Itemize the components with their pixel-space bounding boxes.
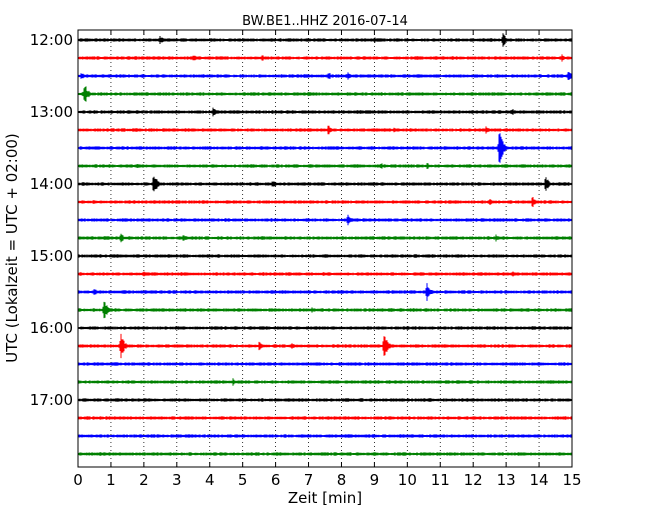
trace-line — [77, 72, 573, 80]
trace-line — [77, 33, 573, 47]
trace-line — [77, 54, 573, 62]
trace-line — [77, 233, 573, 243]
trace-line — [77, 326, 573, 330]
trace-line — [77, 301, 573, 319]
traces — [77, 33, 573, 456]
x-axis-label: Zeit [min] — [288, 489, 362, 507]
trace-line — [77, 434, 573, 438]
trace-line — [77, 197, 573, 207]
trace-line — [77, 271, 573, 277]
x-tick-label: 4 — [205, 471, 215, 489]
trace-line — [77, 362, 573, 366]
trace-line — [77, 254, 573, 258]
x-tick-label: 10 — [398, 471, 417, 489]
trace-line — [77, 416, 573, 420]
x-tick-label: 8 — [337, 471, 347, 489]
x-tick-label: 0 — [73, 471, 83, 489]
trace-line — [77, 452, 573, 456]
y-tick-label: 17:00 — [30, 391, 73, 409]
trace-line — [77, 398, 573, 402]
trace-line — [77, 107, 573, 117]
trace-line — [77, 86, 573, 102]
trace-line — [77, 176, 573, 192]
x-tick-label: 12 — [464, 471, 483, 489]
x-tick-label: 5 — [238, 471, 248, 489]
x-tick-label: 9 — [370, 471, 380, 489]
x-ticks: 0 1 2 3 4 5 6 7 8 9 10 11 12 13 14 15 — [73, 30, 582, 489]
x-tick-label: 7 — [304, 471, 314, 489]
chart-title: BW.BE1..HHZ 2016-07-14 — [242, 14, 408, 29]
y-tick-label: 15:00 — [30, 247, 73, 265]
x-tick-label: 15 — [562, 471, 581, 489]
trace-line — [77, 163, 573, 169]
x-tick-label: 1 — [106, 471, 116, 489]
trace-line — [77, 133, 573, 163]
x-tick-label: 6 — [271, 471, 281, 489]
x-tick-label: 13 — [497, 471, 516, 489]
y-tick-label: 13:00 — [30, 103, 73, 121]
y-tick-label: 12:00 — [30, 31, 73, 49]
trace-line — [77, 125, 573, 135]
x-grid — [110, 30, 540, 467]
y-axis-label: UTC (Lokalzeit = UTC + 02:00) — [3, 133, 21, 363]
x-tick-label: 3 — [172, 471, 182, 489]
x-tick-label: 11 — [431, 471, 450, 489]
trace-line — [77, 214, 573, 226]
y-tick-label: 14:00 — [30, 175, 73, 193]
x-tick-label: 2 — [139, 471, 149, 489]
trace-line — [77, 283, 573, 301]
x-tick-label: 14 — [530, 471, 549, 489]
y-tick-label: 16:00 — [30, 319, 73, 337]
plot-frame — [77, 29, 573, 468]
trace-line — [77, 333, 573, 359]
y-ticks: 12:00 13:00 14:00 15:00 16:00 17:00 — [30, 31, 572, 409]
trace-line — [77, 378, 573, 386]
